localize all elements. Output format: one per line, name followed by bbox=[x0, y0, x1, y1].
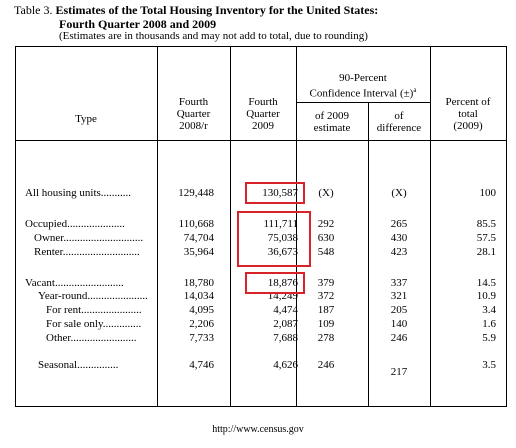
col-border-5 bbox=[430, 46, 431, 407]
highlight-box-all-units bbox=[245, 182, 305, 204]
table-row: Seasonal............... 4,746 4,626 246 … bbox=[38, 359, 496, 378]
table-row: Occupied..................... 110,668 11… bbox=[25, 218, 496, 230]
table-row: Owner............................. 74,70… bbox=[34, 232, 496, 244]
col-border-4 bbox=[368, 102, 369, 407]
header-q2008: Fourth Quarter 2008/r bbox=[176, 96, 211, 132]
header-rule bbox=[15, 140, 507, 141]
footer-source-url: http://www.census.gov bbox=[212, 424, 304, 435]
header-type: Type bbox=[75, 113, 97, 125]
table-row: Renter............................ 35,96… bbox=[34, 246, 496, 258]
header-q2009: Fourth Quarter 2009 bbox=[246, 96, 280, 132]
table-row: All housing units........... 129,448 130… bbox=[25, 187, 496, 199]
table-number: Table 3. bbox=[14, 3, 53, 17]
col-border-2 bbox=[230, 46, 231, 407]
table-top-border bbox=[15, 46, 507, 47]
header-ci-2009: of 2009 estimate bbox=[313, 110, 351, 134]
col-border-right bbox=[506, 46, 507, 407]
table-note: (Estimates are in thousands and may not … bbox=[59, 30, 368, 42]
col-border-left bbox=[15, 46, 16, 407]
highlight-box-occupied bbox=[237, 211, 311, 267]
table-title-line1: Estimates of the Total Housing Inventory… bbox=[55, 3, 379, 17]
col-border-3 bbox=[296, 46, 297, 407]
ci-group-rule bbox=[296, 102, 430, 103]
highlight-box-vacant bbox=[245, 272, 305, 294]
table-row: For sale only.............. 2,206 2,087 … bbox=[46, 318, 496, 330]
table-bottom-border bbox=[15, 406, 507, 407]
table-row: For rent...................... 4,095 4,4… bbox=[46, 304, 496, 316]
table-row: Vacant......................... 18,780 1… bbox=[25, 277, 496, 289]
header-ci-diff: of difference bbox=[376, 110, 422, 134]
table-title-line2: Fourth Quarter 2008 and 2009 bbox=[59, 17, 217, 31]
table-caption: Table 3. Estimates of the Total Housing … bbox=[14, 3, 378, 18]
table-row: Other........................ 7,733 7,68… bbox=[46, 332, 496, 344]
header-percent: Percent of total (2009) bbox=[445, 96, 491, 132]
header-ci-group: 90-Percent Confidence Interval (±)a bbox=[309, 72, 417, 100]
col-border-1 bbox=[157, 46, 158, 407]
